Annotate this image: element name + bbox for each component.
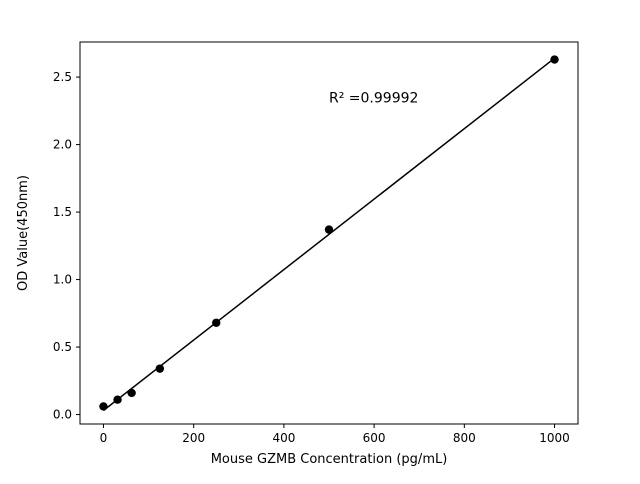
data-point xyxy=(550,55,559,64)
y-tick-label: 2.5 xyxy=(53,70,72,84)
y-tick-label: 0.5 xyxy=(53,340,72,354)
plot-area: 0 200 400 600 800 1000 0.0 0.5 1.0 1.5 2.0 2.5 xyxy=(53,41,579,445)
data-point xyxy=(324,225,334,234)
data-point xyxy=(99,402,108,411)
data-point xyxy=(127,388,136,398)
y-axis-label: OD Value(450nm) xyxy=(16,175,31,291)
r-squared-annotation: R² =0.99992 xyxy=(329,91,418,107)
y-tick-label: 0.0 xyxy=(53,408,72,422)
fit-line xyxy=(102,57,556,412)
y-tick-label: 1.5 xyxy=(53,205,72,219)
x-tick-label: 800 xyxy=(453,431,476,445)
y-tick-label: 1.0 xyxy=(53,273,72,287)
x-tick-label: 200 xyxy=(182,431,205,445)
x-axis-label: Mouse GZMB Concentration (pg/mL) xyxy=(211,452,448,467)
data-point xyxy=(113,395,122,404)
x-tick-label: 600 xyxy=(363,431,386,445)
x-tick-label: 400 xyxy=(272,431,295,445)
x-tick-label: 1000 xyxy=(539,431,570,445)
plot-border xyxy=(79,41,579,425)
y-tick-label: 2.0 xyxy=(53,138,72,152)
x-tick-label: 0 xyxy=(100,431,108,445)
data-point xyxy=(155,364,165,373)
data-point xyxy=(212,318,221,327)
